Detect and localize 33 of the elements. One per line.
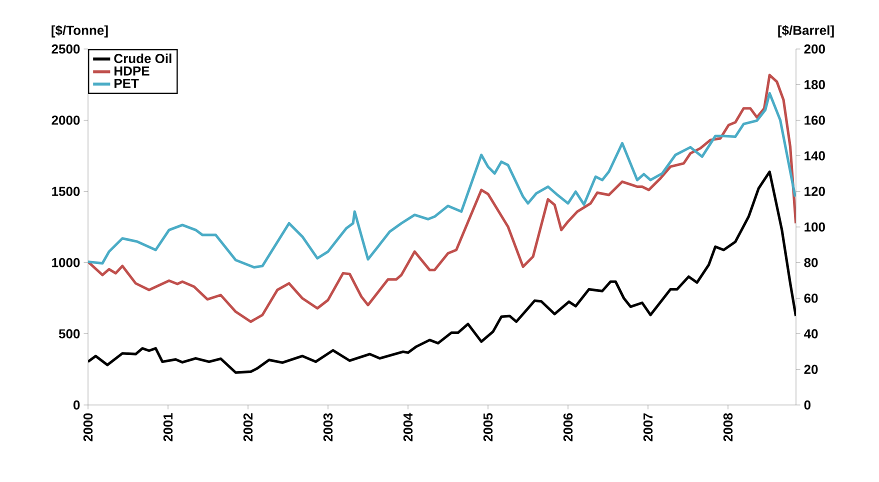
y-tick-label: 1500 [52,186,80,196]
y2-tick-label: 180 [804,80,825,90]
y-tick-label: 2000 [52,116,80,125]
x-tick-label: 2002 [243,413,253,442]
x-tick-label: 2007 [643,413,653,442]
y-axis-title: [$/Tonne] [52,25,108,38]
line-series [88,170,796,374]
y-tick-label: 1000 [52,258,80,268]
y2-tick-label: 120 [804,186,825,196]
x-tick-label: 2004 [403,412,413,442]
y2-tick-label: 20 [804,364,818,374]
y2-tick-label: 160 [804,116,825,125]
y2-tick-label: 100 [804,222,825,232]
y2-tick-label: 140 [804,151,825,160]
y2-axis-title: [$/Barrel] [778,25,834,38]
x-tick-label: 2005 [483,413,493,442]
y2-tick-label: 0 [804,400,810,410]
x-tick-label: 2008 [723,413,733,442]
legend-label: PET [114,78,139,88]
x-tick-label: 2006 [563,413,573,442]
legend-label: Crude Oil [114,54,172,64]
y2-tick-label: 40 [804,329,818,338]
line-series [88,74,796,323]
y2-tick-label: 80 [804,258,818,268]
y-tick-label: 500 [58,329,80,338]
y2-tick-label: 60 [804,294,818,303]
line-series [88,92,796,269]
x-tick-label: 2001 [163,413,173,442]
y2-tick-label: 200 [804,44,825,54]
legend-label: HDPE [114,66,150,76]
y-tick-label: 0 [74,400,80,410]
x-tick-label: 2003 [323,413,333,442]
y-tick-label: 2500 [52,44,80,54]
